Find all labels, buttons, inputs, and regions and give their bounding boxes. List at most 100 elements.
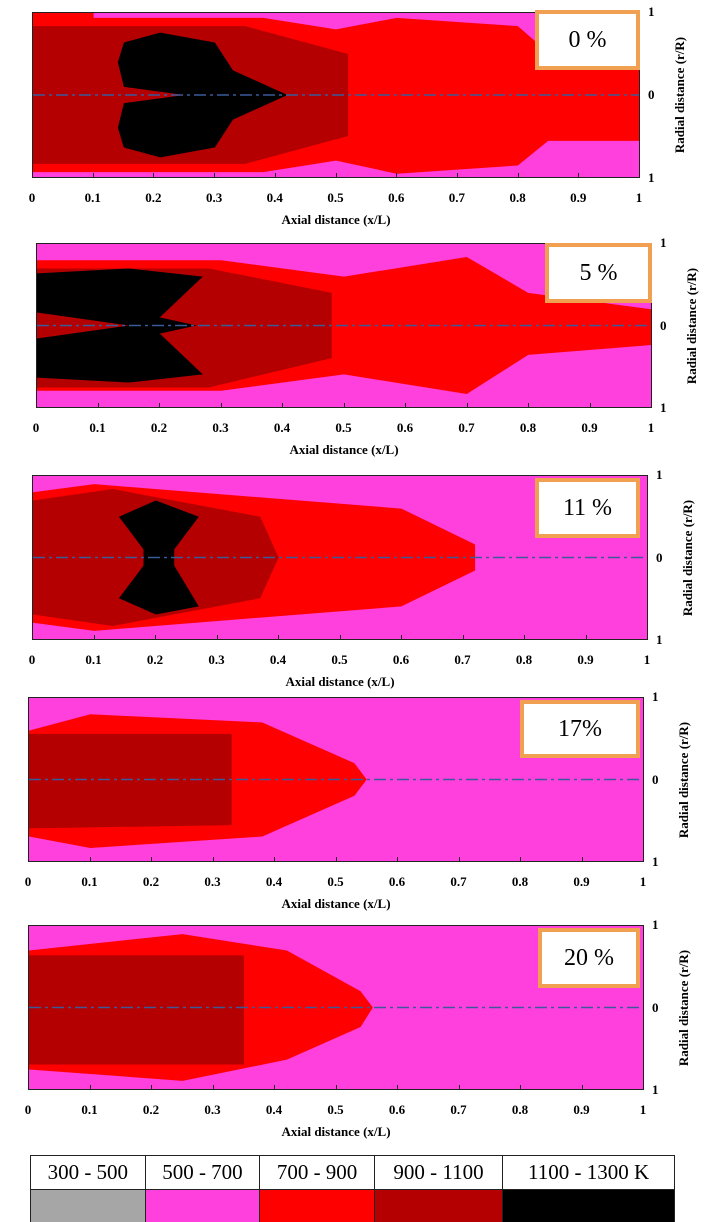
x-tick-label: 0.8 xyxy=(515,652,533,667)
x-tick xyxy=(339,635,341,640)
legend-label: 700 - 900 xyxy=(259,1155,375,1190)
legend-label: 500 - 700 xyxy=(144,1155,261,1190)
x-tick-label: 0 xyxy=(28,652,36,667)
x-tick xyxy=(153,173,155,178)
x-tick xyxy=(397,857,398,862)
x-tick-label: 0.2 xyxy=(142,1102,160,1117)
x-tick-label: 0.9 xyxy=(577,652,594,667)
x-tick xyxy=(585,635,587,640)
y-tick-label: 1 xyxy=(652,1082,659,1097)
x-tick-label: 0.1 xyxy=(89,420,106,435)
x-tick xyxy=(274,857,275,862)
legend-swatch xyxy=(144,1189,261,1222)
x-tick xyxy=(405,403,406,408)
y-axis-label: Radial distance (r/R) xyxy=(676,721,691,838)
y-tick-label: 0 xyxy=(648,87,655,102)
x-tick-label: 0.4 xyxy=(265,1102,283,1117)
x-tick-label: 0.6 xyxy=(388,874,406,889)
x-tick-label: 0.8 xyxy=(511,874,529,889)
x-tick-label: 0.3 xyxy=(212,420,229,435)
x-tick-label: 0.1 xyxy=(84,190,101,205)
x-tick-label: 0.9 xyxy=(573,874,590,889)
x-tick-label: 0.4 xyxy=(273,420,291,435)
x-tick xyxy=(397,1085,398,1090)
x-tick-label: 1 xyxy=(647,420,655,435)
x-tick-label: 0.4 xyxy=(265,874,283,889)
x-tick xyxy=(520,857,521,862)
y-tick-label: 1 xyxy=(660,235,667,250)
x-tick-label: 0.2 xyxy=(150,420,168,435)
x-tick xyxy=(274,173,276,178)
x-tick xyxy=(32,635,33,640)
legend-swatch xyxy=(259,1189,375,1222)
x-tick xyxy=(456,173,458,178)
y-axis-label: Radial distance (r/R) xyxy=(672,36,687,154)
y-tick-label: 1 xyxy=(652,917,659,932)
x-axis-label: Axial distance (x/L) xyxy=(281,1124,391,1139)
x-tick xyxy=(335,1085,337,1090)
x-tick xyxy=(401,635,402,640)
x-tick-label: 0.6 xyxy=(392,652,410,667)
x-axis-label: Axial distance (x/L) xyxy=(281,212,391,227)
contour xyxy=(33,13,639,177)
contour-plot xyxy=(28,925,644,1090)
x-tick-label: 0.6 xyxy=(388,1102,406,1117)
x-tick xyxy=(643,857,644,862)
x-tick xyxy=(581,857,583,862)
x-tick-label: 0.3 xyxy=(204,874,221,889)
x-tick-label: 0.5 xyxy=(327,1102,344,1117)
legend-label: 1100 - 1300 K xyxy=(502,1155,675,1190)
x-tick-label: 0.6 xyxy=(388,190,405,205)
x-tick-label: 0.9 xyxy=(570,190,587,205)
case-label: 5 % xyxy=(545,243,652,303)
x-tick-label: 0.1 xyxy=(81,874,98,889)
case-label: 20 % xyxy=(538,928,640,988)
y-tick-label: 1 xyxy=(660,400,667,415)
x-tick xyxy=(581,1085,583,1090)
case-label: 11 % xyxy=(535,478,640,538)
x-tick-label: 0.2 xyxy=(142,874,160,889)
x-tick-label: 0.7 xyxy=(454,652,471,667)
x-axis-label: Axial distance (x/L) xyxy=(289,442,399,457)
x-tick xyxy=(651,403,652,408)
x-tick-label: 0.8 xyxy=(511,1102,529,1117)
x-tick xyxy=(589,403,591,408)
x-tick xyxy=(89,857,91,862)
x-tick xyxy=(212,1085,214,1090)
legend-swatch xyxy=(30,1189,146,1222)
x-tick-label: 0.7 xyxy=(458,420,475,435)
x-tick-label: 0.4 xyxy=(269,652,287,667)
x-tick xyxy=(647,635,648,640)
x-tick xyxy=(282,403,283,408)
x-tick-label: 0.5 xyxy=(331,652,348,667)
x-tick-label: 0.1 xyxy=(81,1102,98,1117)
x-axis-label: Axial distance (x/L) xyxy=(281,896,391,911)
x-tick-label: 0.4 xyxy=(266,190,283,205)
y-axis-label: Radial distance (r/R) xyxy=(680,499,695,616)
y-tick-label: 1 xyxy=(648,4,655,19)
x-tick-label: 1 xyxy=(643,652,651,667)
x-tick-label: 0.3 xyxy=(208,652,225,667)
x-tick xyxy=(151,1085,152,1090)
y-axis-label: Radial distance (r/R) xyxy=(684,267,699,384)
legend: 300 - 500 500 - 700 700 - 900 900 - 1100 110… xyxy=(30,1155,675,1222)
x-tick xyxy=(520,1085,521,1090)
x-tick xyxy=(28,857,29,862)
legend-label: 300 - 500 xyxy=(30,1155,146,1190)
x-tick-label: 0.6 xyxy=(396,420,414,435)
x-tick xyxy=(214,173,216,178)
x-tick xyxy=(639,173,640,178)
legend-swatch xyxy=(502,1189,675,1222)
x-tick-label: 0.5 xyxy=(327,874,344,889)
x-tick xyxy=(643,1085,644,1090)
x-tick-label: 0.3 xyxy=(204,1102,221,1117)
x-tick-label: 1 xyxy=(639,874,647,889)
x-tick xyxy=(458,1085,460,1090)
case-label: 0 % xyxy=(535,10,640,70)
x-tick-label: 1 xyxy=(635,190,643,205)
x-tick xyxy=(220,403,222,408)
x-axis-label: Axial distance (x/L) xyxy=(285,674,395,689)
x-tick-label: 0.8 xyxy=(509,190,526,205)
y-tick-label: 1 xyxy=(656,467,663,482)
y-tick-label: 0 xyxy=(660,317,667,333)
